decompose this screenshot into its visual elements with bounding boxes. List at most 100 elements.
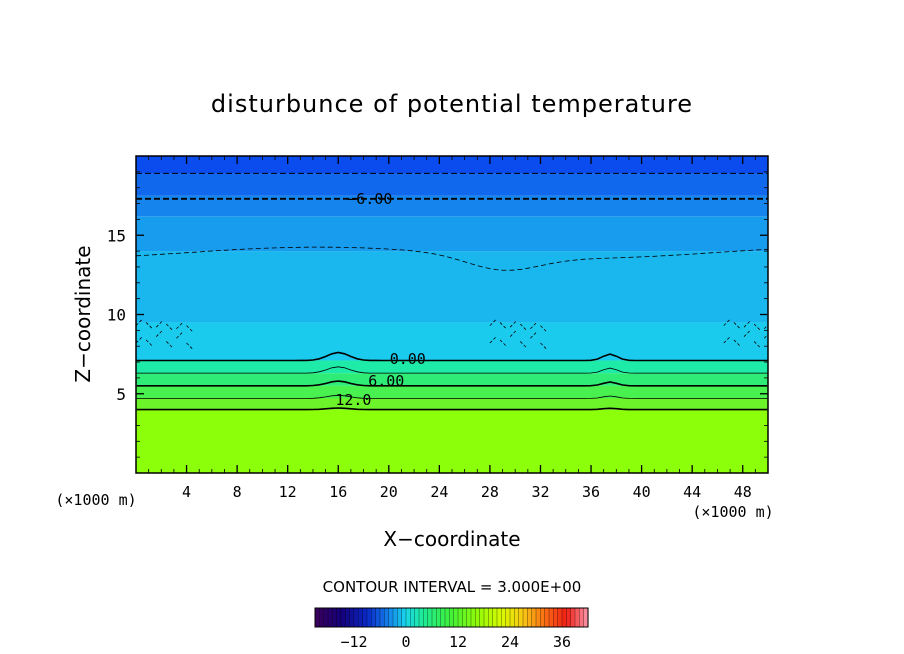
turbulence-dash: [145, 339, 153, 347]
colorbar-cell: [522, 607, 528, 628]
colorbar-cell: [449, 607, 455, 628]
x-tick-label: 28: [481, 483, 499, 501]
x-tick-label: 24: [430, 483, 448, 501]
turbulence-dash: [723, 336, 731, 344]
colorbar-cell: [466, 607, 472, 628]
y-tick-label: 5: [116, 385, 126, 404]
colorbar-cell: [440, 607, 446, 628]
turbulence-dash: [763, 333, 768, 339]
colorbar-cell: [353, 607, 359, 628]
turbulence-dash: [733, 339, 741, 347]
colorbar-cell: [501, 607, 507, 628]
color-bands: [136, 156, 768, 473]
colorbar-cell: [384, 607, 390, 628]
x-unit-label-left: (×1000 m): [55, 491, 136, 509]
solid-contour-3: [136, 366, 768, 374]
colorbar-cell: [531, 607, 537, 628]
turbulence-dash: [136, 318, 143, 326]
turbulence-dash: [136, 336, 143, 344]
band-0: [136, 409, 768, 473]
contour-label: 0.00: [390, 350, 426, 368]
x-tick-label: 4: [182, 483, 191, 501]
turbulence-dash: [530, 322, 537, 330]
solid-contour-2: [136, 380, 768, 387]
contour-label: 6.00: [368, 372, 404, 390]
colorbar-cell: [444, 607, 450, 628]
turbulence-dash: [176, 331, 184, 339]
colorbar-cell: [518, 607, 524, 628]
colorbar-frame: [314, 607, 589, 628]
chart-title: disturbunce of potential temperature: [211, 90, 693, 118]
plot-area: [136, 156, 768, 473]
x-axis-label: X−coordinate: [383, 527, 520, 551]
colorbar-cell: [557, 607, 563, 628]
turbulence-dash: [519, 323, 527, 331]
colorbar-cell: [314, 607, 320, 628]
turbulence-dash: [145, 322, 153, 330]
colorbar-cell: [349, 607, 355, 628]
colorbar-cell: [388, 607, 394, 628]
band-5: [136, 322, 768, 361]
colorbar-cell: [540, 607, 546, 628]
turbulence-dash: [743, 330, 751, 337]
colorbar-cell: [527, 607, 533, 628]
band-4: [136, 360, 768, 374]
solid-contour-0: [136, 407, 768, 411]
colorbar-cell: [397, 607, 403, 628]
y-tick-label: 10: [107, 306, 126, 325]
colorbar-cell: [327, 607, 333, 628]
band-10: [136, 156, 768, 174]
turbulence-dash: [509, 320, 517, 328]
turbulence-dash: [540, 325, 548, 333]
x-tick-label: 12: [279, 483, 297, 501]
band-8: [136, 195, 768, 217]
x-unit-label-right: (×1000 m): [692, 503, 773, 521]
perturbation-contours: [136, 318, 768, 350]
band-1: [136, 398, 768, 410]
colorbar: [314, 607, 589, 628]
colorbar-cell: [358, 607, 364, 628]
colorbar-cell: [462, 607, 468, 628]
colorbar-cell: [514, 607, 520, 628]
solid-contour-1: [136, 394, 768, 399]
colorbar-cell: [418, 607, 424, 628]
colorbar-cell: [488, 607, 494, 628]
band-7: [136, 216, 768, 252]
colorbar-cell: [379, 607, 385, 628]
colorbar-cell: [362, 607, 368, 628]
colorbar-cell: [483, 607, 489, 628]
colorbar-cell: [470, 607, 476, 628]
turbulence-dash: [489, 336, 497, 344]
colorbar-cell: [453, 607, 459, 628]
contour-interval-label: CONTOUR INTERVAL = 3.000E+00: [323, 578, 582, 596]
turbulence-dash: [509, 330, 517, 337]
contour-label: −6.00: [347, 190, 392, 208]
turbulence-dash: [499, 322, 507, 330]
turbulence-dash: [489, 318, 497, 326]
x-tick-label: 8: [233, 483, 242, 501]
x-tick-label: 20: [380, 483, 398, 501]
turbulence-dash: [519, 341, 527, 349]
colorbar-cell: [423, 607, 429, 628]
colorbar-cell: [561, 607, 567, 628]
y-axis-ticks: 5 10 15: [107, 171, 768, 458]
colorbar-cell: [401, 607, 407, 628]
colorbar-cell: [475, 607, 481, 628]
colorbar-cell: [505, 607, 511, 628]
x-axis-ticks: 4 8 12 16 20 24 28 32 36 40 44 48: [148, 156, 756, 501]
colorbar-cell: [457, 607, 463, 628]
colorbar-tick-label: −12: [340, 633, 367, 651]
x-tick-label: 36: [582, 483, 600, 501]
colorbar-cell: [375, 607, 381, 628]
turbulence-dash: [155, 330, 163, 337]
colorbar-cell: [414, 607, 420, 628]
turbulence-dash: [743, 320, 751, 328]
solid-contour-4: [136, 351, 768, 362]
dashed-contour-wave: [136, 246, 768, 271]
band-6: [136, 251, 768, 323]
turbulence-dash: [753, 323, 761, 331]
colorbar-cell: [492, 607, 498, 628]
colorbar-cell: [332, 607, 338, 628]
colorbar-cell: [323, 607, 329, 628]
